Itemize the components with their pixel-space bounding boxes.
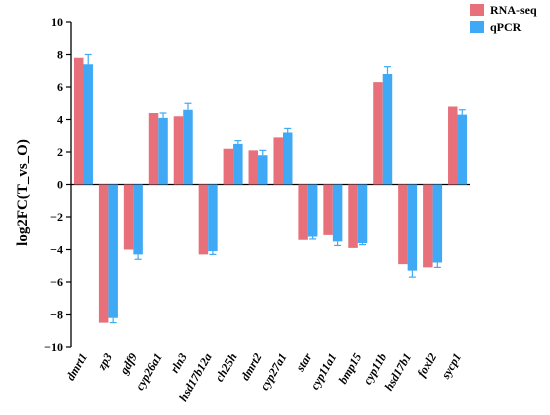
x-tick-label-rln3: rln3	[167, 351, 189, 376]
bar-qpcr-dmrt2	[258, 155, 268, 185]
x-tick-label-gdf9: gdf9	[116, 351, 140, 378]
y-tick-label: 4	[57, 113, 63, 127]
x-tick-label-zp3: zp3	[94, 351, 115, 373]
bar-rna-seq-gdf9	[123, 184, 134, 250]
x-tick-label-foxl2: foxl2	[414, 351, 439, 380]
bar-qpcr-ch25h	[233, 143, 243, 185]
y-tick-label: −2	[50, 210, 63, 224]
error-bars	[84, 53, 466, 324]
y-tick-label: 10	[51, 15, 63, 29]
legend: RNA-seq qPCR	[470, 3, 537, 34]
bar-qpcr-bmp15	[357, 184, 368, 243]
bar-rna-seq-bmp15	[348, 184, 358, 248]
bar-qpcr-dmrt1	[83, 64, 93, 185]
bar-rna-seq-cyp27a1	[273, 137, 283, 185]
bar-rna-seq-foxl2	[423, 184, 433, 268]
bar-qpcr-hsd17b12a	[208, 184, 218, 252]
y-tick-label: 2	[57, 145, 63, 159]
bar-rna-seq-zp3	[98, 184, 109, 323]
y-ticks: −10 −8 −6 −4 −2 0 2 4 6 8 10	[44, 15, 71, 354]
bar-qpcr-cyp11a1	[332, 184, 343, 242]
bar-qpcr-rln3	[183, 109, 193, 185]
y-tick-label: −6	[50, 275, 63, 289]
bar-rna-seq-cyp11a1	[323, 184, 333, 235]
bar-rna-seq-sycp1	[448, 106, 458, 185]
bar-rna-seq-cyp11b	[373, 82, 383, 185]
bar-rna-seq-ch25h	[223, 148, 234, 185]
legend-swatch-rna-seq	[470, 4, 484, 16]
bars	[73, 57, 468, 323]
y-axis-label: log2FC(T_vs_O)	[15, 139, 31, 246]
x-tick-label-dmrt1: dmrt1	[63, 351, 90, 383]
y-tick-label: −4	[50, 243, 63, 257]
bar-rna-seq-hsd17b12a	[198, 184, 209, 255]
bar-qpcr-gdf9	[133, 184, 143, 255]
bar-qpcr-cyp27a1	[282, 132, 293, 185]
bar-rna-seq-dmrt1	[73, 57, 84, 185]
x-tick-label-ch25h: ch25h	[212, 350, 240, 384]
bar-rna-seq-dmrt2	[248, 150, 259, 185]
y-tick-label: 0	[57, 178, 63, 192]
bar-qpcr-cyp11b	[382, 74, 393, 185]
bar-rna-seq-star	[298, 184, 308, 240]
bar-qpcr-star	[307, 184, 318, 237]
bar-qpcr-zp3	[108, 184, 118, 318]
y-tick-label: 6	[57, 80, 63, 94]
bar-qpcr-hsd17b1	[407, 184, 418, 271]
bar-qpcr-cyp26a1	[158, 117, 168, 185]
bar-rna-seq-hsd17b1	[398, 184, 408, 265]
y-tick-label: −8	[50, 308, 63, 322]
y-tick-label: 8	[57, 48, 63, 62]
y-tick-label: −10	[44, 340, 63, 354]
legend-label-rna-seq: RNA-seq	[490, 3, 537, 17]
x-tick-label-star: star	[293, 350, 315, 374]
legend-swatch-qpcr	[470, 21, 484, 33]
bar-rna-seq-cyp26a1	[148, 113, 159, 185]
bar-rna-seq-rln3	[173, 116, 184, 185]
bar-qpcr-sycp1	[457, 114, 468, 185]
legend-label-qpcr: qPCR	[490, 20, 522, 34]
x-tick-label-sycp1: sycp1	[438, 351, 464, 383]
bar-qpcr-foxl2	[432, 184, 443, 263]
